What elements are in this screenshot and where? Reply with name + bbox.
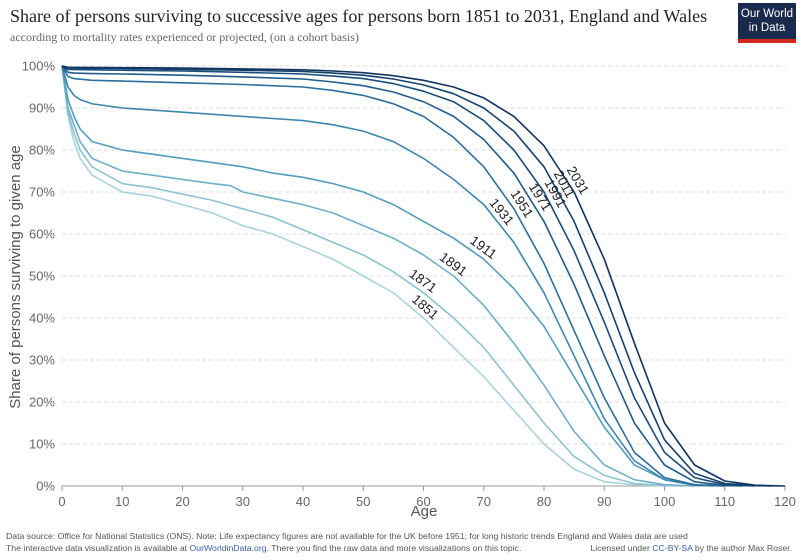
y-tick-label: 10% (29, 437, 55, 452)
interactive-note-prefix: The interactive data visualization is av… (6, 543, 190, 553)
survival-line-chart: 0% 10% 20% 30% 40% 50% 60% 70% 80% 90% 100% 0 10 20 3… (7, 59, 796, 521)
series-line-1991 (61, 65, 755, 487)
logo-line-2: in Data (748, 22, 786, 34)
x-tick-label: 10 (115, 494, 129, 509)
owid-logo[interactable]: Our World in Data (738, 3, 796, 43)
license-link[interactable]: CC-BY-SA (652, 543, 693, 553)
interactive-note: The interactive data visualization is av… (6, 543, 521, 553)
series-line-1871 (61, 65, 683, 487)
logo-line-1: Our World (740, 8, 794, 20)
y-tick-label: 90% (29, 101, 55, 116)
data-source-note: Data source: Office for National Statist… (6, 531, 688, 541)
x-axis-title: Age (411, 503, 438, 520)
series-line-2031 (61, 65, 786, 487)
x-tick-label: 120 (774, 494, 796, 509)
series-line-1931 (61, 65, 725, 487)
y-tick-label: 30% (29, 353, 55, 368)
license-prefix: Licensed under (590, 543, 653, 553)
owid-link[interactable]: OurWorldinData.org (189, 543, 267, 553)
y-tick-label: 70% (29, 185, 55, 200)
x-tick-label: 60 (416, 494, 430, 509)
series-label-1891: 1891 (437, 249, 470, 279)
x-tick-labels: 0 10 20 30 40 50 60 70 80 90 100 110 120 (58, 494, 795, 509)
series-line-1971 (61, 65, 743, 487)
x-tick-label: 50 (356, 494, 370, 509)
x-tick-label: 100 (654, 494, 676, 509)
x-tick-label: 110 (714, 494, 735, 509)
series-label-1911: 1911 (467, 233, 499, 262)
series-line-1951 (61, 65, 725, 487)
license-note: Licensed under CC-BY-SA by the author Ma… (590, 543, 792, 553)
chart-subtitle: according to mortality rates experienced… (10, 30, 359, 44)
series-lines (61, 65, 786, 487)
y-tick-label: 50% (29, 269, 55, 284)
y-tick-labels: 0% 10% 20% 30% 40% 50% 60% 70% 80% 90% 100% (22, 59, 56, 494)
y-tick-label: 0% (36, 479, 55, 494)
series-label-1871: 1871 (406, 266, 439, 296)
series-line-1851 (61, 65, 665, 487)
x-tick-label: 0 (58, 494, 65, 509)
x-tick-label: 90 (597, 494, 611, 509)
x-tick-label: 80 (537, 494, 551, 509)
x-tick-label: 20 (175, 494, 189, 509)
y-axis-title: Share of persons surviving to given age (7, 145, 24, 409)
x-tick-label: 40 (296, 494, 310, 509)
series-line-2011 (61, 65, 773, 487)
interactive-note-suffix: . There you find the raw data and more v… (266, 543, 522, 553)
x-tick-label: 30 (236, 494, 250, 509)
y-tick-label: 40% (29, 311, 55, 326)
license-suffix: by the author Max Roser. (692, 543, 792, 553)
x-tick-label: 70 (477, 494, 491, 509)
y-tick-label: 80% (29, 143, 55, 158)
chart-title: Share of persons surviving to successive… (10, 6, 708, 26)
y-tick-label: 100% (22, 59, 56, 74)
y-tick-label: 20% (29, 395, 55, 410)
series-line-1891 (61, 65, 695, 487)
y-tick-label: 60% (29, 227, 55, 242)
series-line-1911 (61, 65, 713, 487)
